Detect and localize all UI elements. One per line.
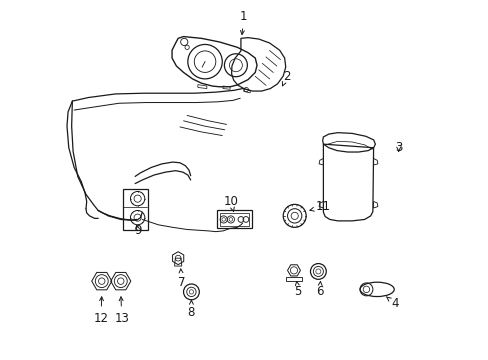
Text: 1: 1: [240, 10, 247, 35]
Text: 3: 3: [394, 141, 402, 154]
Text: 6: 6: [315, 282, 323, 298]
Text: 12: 12: [93, 297, 108, 325]
Text: 9: 9: [134, 224, 141, 237]
Text: 2: 2: [282, 69, 290, 86]
Text: 11: 11: [309, 201, 330, 213]
Text: 8: 8: [187, 300, 195, 319]
Text: 7: 7: [178, 269, 185, 289]
Text: 5: 5: [294, 282, 302, 298]
Text: 10: 10: [223, 195, 238, 211]
Text: 13: 13: [114, 297, 129, 325]
Text: 4: 4: [386, 297, 398, 310]
